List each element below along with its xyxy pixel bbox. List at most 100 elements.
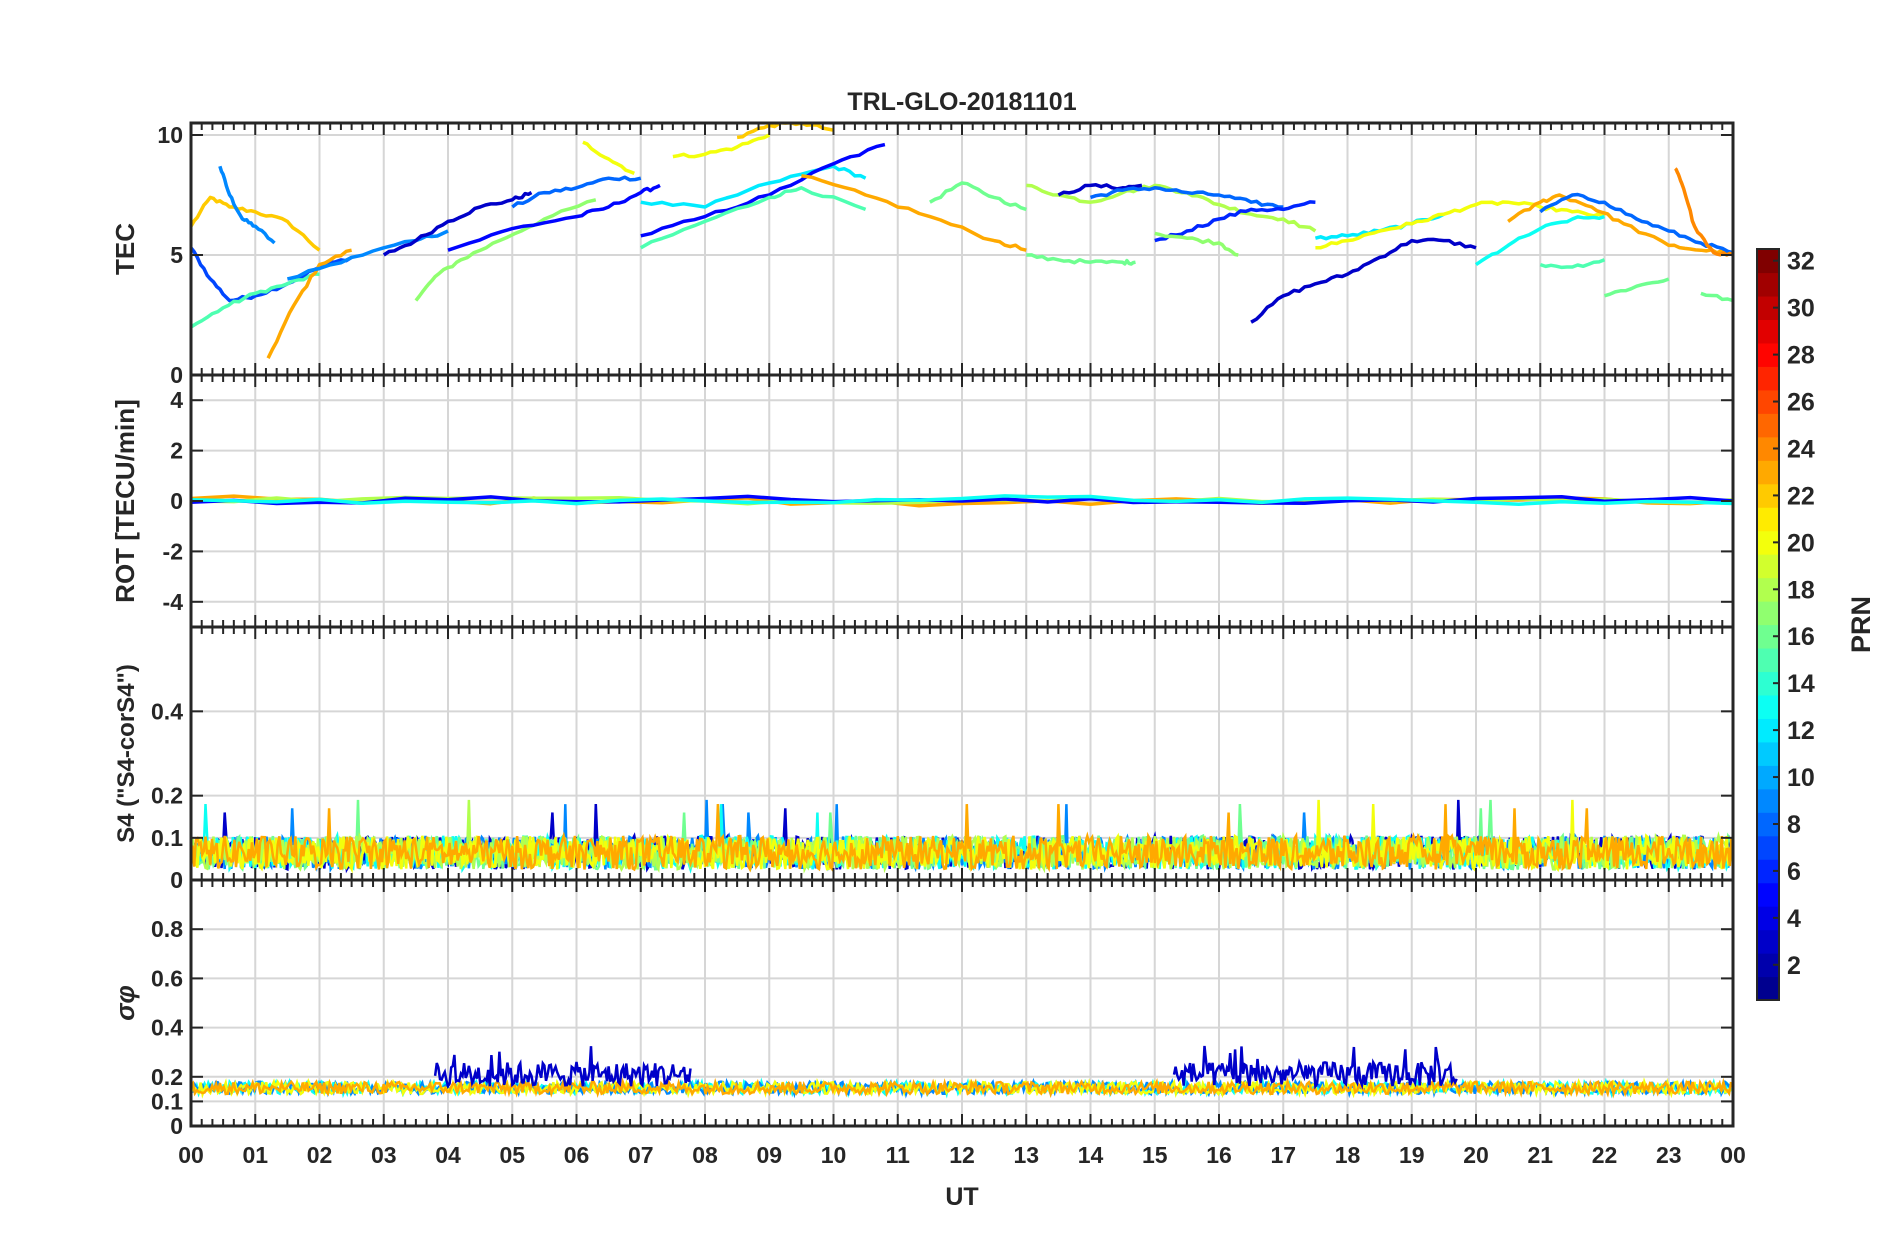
trace-prn-12 <box>640 164 867 209</box>
y-tick-label: 4 <box>170 387 183 413</box>
colorbar-segment <box>1757 694 1779 719</box>
x-tick-label: 20 <box>1463 1142 1489 1168</box>
y-tick-label: 0.6 <box>151 965 183 991</box>
x-axis: 00 01 02 03 04 05 06 07 08 09 10 11 12 13 14 15 16 17 18 19… <box>178 1142 1746 1168</box>
trace-prn-20 <box>1315 200 1606 250</box>
trace-prn-16 <box>1026 253 1136 266</box>
colorbar-frame <box>1756 248 1780 1001</box>
colorbar-segment <box>1757 436 1779 461</box>
colorbar-segment <box>1757 788 1779 813</box>
x-tick-label: 00 <box>1720 1142 1746 1168</box>
colorbar-segment <box>1757 366 1779 391</box>
y-tick-label: 0.2 <box>151 1064 183 1090</box>
colorbar-tick-label: 22 <box>1787 482 1815 510</box>
trace-prn-15 <box>1539 258 1606 270</box>
colorbar-segment <box>1757 483 1779 508</box>
colorbar-segment <box>1757 953 1779 978</box>
colorbar-tick-label: 24 <box>1787 435 1815 463</box>
x-tick-label: 18 <box>1335 1142 1361 1168</box>
colorbar-segment <box>1757 718 1779 743</box>
colorbar-segment <box>1757 882 1779 907</box>
trace-prn-17 <box>1154 231 1239 257</box>
y-tick-label: 0.2 <box>151 783 183 809</box>
x-tick-label: 07 <box>628 1142 654 1168</box>
y-tick-label: 0 <box>170 1113 183 1139</box>
trace-prn-5 <box>191 494 1733 506</box>
x-tick-label: 16 <box>1206 1142 1232 1168</box>
trace-prn-15 <box>639 186 867 250</box>
colorbar-segment <box>1757 765 1779 790</box>
x-tick-label: 22 <box>1592 1142 1618 1168</box>
y-tick-label: -4 <box>163 589 184 615</box>
y-axis-label-s4: S4 ("S4-corS4") <box>113 664 140 843</box>
trace-prn-15 <box>191 272 320 329</box>
colorbar-segment <box>1757 295 1779 321</box>
colorbar-segment <box>1757 976 1779 1001</box>
colorbar-tick-label: 8 <box>1787 811 1801 839</box>
y-tick-label: -2 <box>163 538 183 564</box>
x-tick-label: 01 <box>242 1142 268 1168</box>
x-tick-label: 06 <box>564 1142 590 1168</box>
colorbar-tick-label: 16 <box>1787 623 1815 651</box>
colorbar-segment <box>1757 624 1779 649</box>
colorbar-tick-label: 10 <box>1787 764 1815 792</box>
colorbar-segment <box>1757 554 1779 579</box>
colorbar-segment <box>1757 647 1779 673</box>
colorbar-segment <box>1757 741 1779 766</box>
y-tick-label: 0.8 <box>151 916 183 942</box>
colorbar-tick-label: 20 <box>1787 529 1815 557</box>
colorbar-segment <box>1757 601 1779 626</box>
trace-prn-3 <box>1250 237 1477 324</box>
y-tick-label: 0.4 <box>151 698 183 724</box>
panel-s4: 0 0.1 0.2 0.4 S4 ("S4-corS4") <box>113 625 1735 893</box>
colorbar-segment <box>1757 272 1779 297</box>
colorbar-tick-label: 28 <box>1787 342 1815 370</box>
trace-prn-9 <box>218 165 276 245</box>
x-tick-label: 02 <box>307 1142 333 1168</box>
colorbar-segment <box>1757 577 1779 602</box>
colorbar-tick-label: 12 <box>1787 717 1815 745</box>
chart-title: TRL-GLO-20181101 <box>847 88 1076 116</box>
x-tick-label: 19 <box>1399 1142 1425 1168</box>
y-tick-label: 0.4 <box>151 1015 183 1041</box>
trace-prn-17 <box>414 198 597 302</box>
colorbar-segment <box>1757 929 1779 954</box>
panel-tec: 0 5 10 TEC <box>110 121 1735 388</box>
trace-prn-13 <box>1475 214 1606 267</box>
colorbar-tick-label: 26 <box>1787 389 1815 417</box>
colorbar-tick-label: 14 <box>1787 670 1815 698</box>
trace-prn-20 <box>672 133 771 159</box>
y-tick-label: 10 <box>157 122 183 148</box>
sigma-traces <box>191 1045 1733 1099</box>
trace-prn-23 <box>1507 193 1733 255</box>
trace-prn-16 <box>929 181 1027 212</box>
y-tick-label: 2 <box>170 438 183 464</box>
s4-traces <box>191 799 1733 874</box>
x-tick-label: 21 <box>1527 1142 1553 1168</box>
trace-prn-24 <box>1674 167 1733 257</box>
x-tick-label: 04 <box>435 1142 461 1168</box>
colorbar-segment <box>1757 507 1779 532</box>
x-tick-label: 13 <box>1013 1142 1039 1168</box>
colorbar-tick-label: 32 <box>1787 248 1815 276</box>
colorbar-tick-label: 30 <box>1787 295 1815 323</box>
y-axis-label-sigma: σφ <box>110 985 140 1021</box>
x-tick-label: 11 <box>886 1142 911 1168</box>
x-tick-label: 00 <box>178 1142 204 1168</box>
x-tick-label: 09 <box>756 1142 782 1168</box>
trace-prn-12 <box>1314 212 1445 241</box>
y-tick-label: 0 <box>170 867 183 893</box>
x-tick-label: 05 <box>499 1142 525 1168</box>
y-tick-label: 0 <box>170 488 183 514</box>
trace-prn-6 <box>1154 200 1316 243</box>
x-tick-label: 08 <box>692 1142 718 1168</box>
x-tick-label: 03 <box>371 1142 397 1168</box>
colorbar-tick-label: 4 <box>1787 905 1801 933</box>
y-axis-label-tec: TEC <box>110 223 140 275</box>
colorbar-segment <box>1757 906 1779 931</box>
colorbar-segment <box>1757 812 1779 837</box>
colorbar-segment <box>1757 460 1779 485</box>
colorbar-segment <box>1757 249 1779 274</box>
